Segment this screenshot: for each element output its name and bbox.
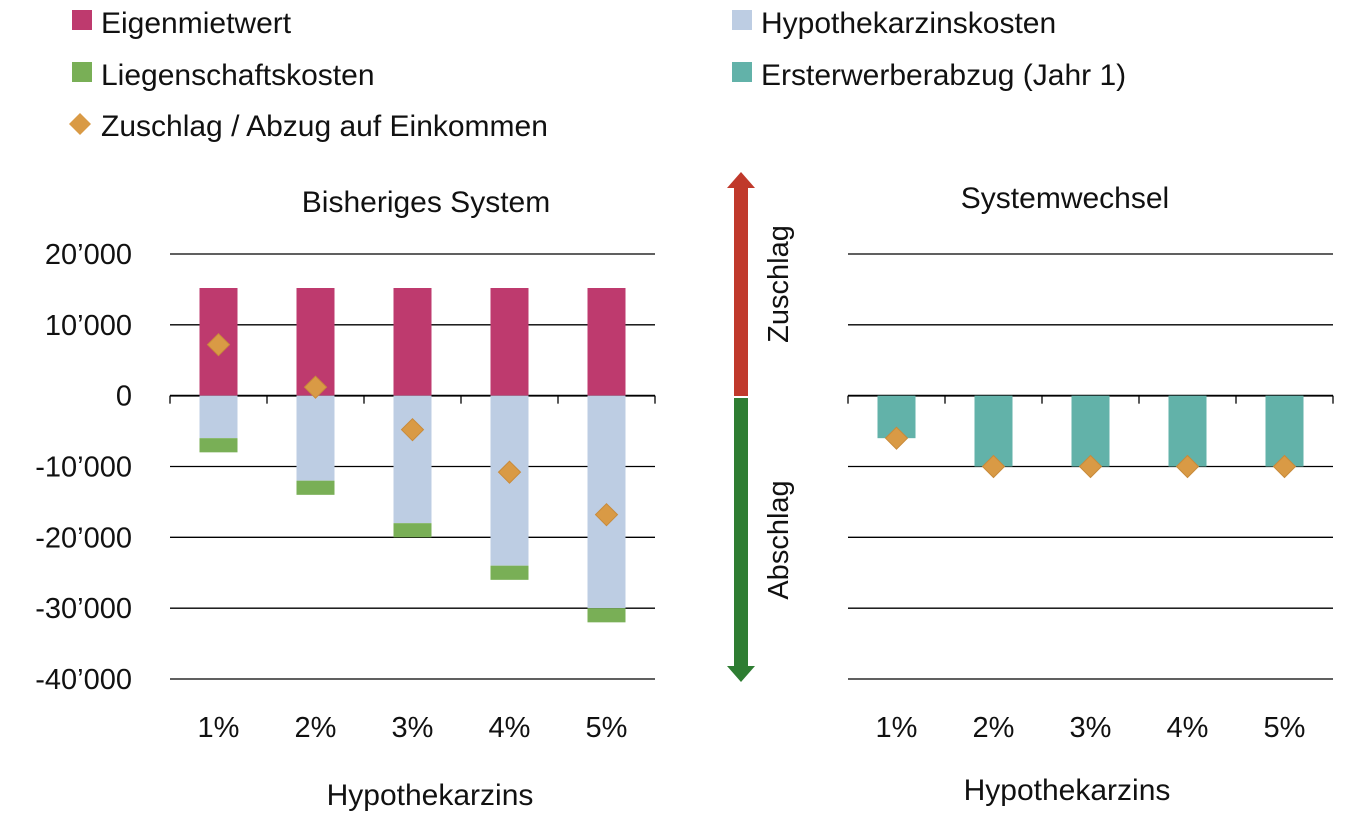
- x-tick-label: 4%: [489, 712, 531, 744]
- legend-label-eigenmietwert: Eigenmietwert: [101, 7, 292, 40]
- x-tick-label: 1%: [876, 712, 918, 744]
- bar-eigenmietwert-4: [490, 288, 529, 396]
- bar-liegenschaftskosten-4: [490, 565, 529, 580]
- x-axis-right: 1% 2% 3% 4% 5%: [876, 712, 1306, 744]
- y-tick-label: 20’000: [45, 239, 132, 271]
- chart-title-bisheriges-system: Bisheriges System: [302, 186, 550, 219]
- legend-marker-zuschlag-abzug: [69, 113, 91, 135]
- x-tick-label: 3%: [392, 712, 434, 744]
- arrow-label-zuschlag: Zuschlag: [763, 225, 795, 343]
- direction-arrow: Zuschlag Abschlag: [727, 172, 795, 682]
- bar-ersterwerberabzug-4: [1168, 395, 1207, 467]
- marker-zuschlag-abzug-2: [981, 454, 1006, 479]
- y-tick-label: -40’000: [35, 664, 132, 696]
- bar-ersterwerberabzug-5: [1265, 395, 1304, 467]
- arrow-label-abschlag: Abschlag: [763, 480, 795, 599]
- y-tick-label: -10’000: [35, 452, 132, 484]
- arrow-down-head: [727, 666, 755, 682]
- x-tick-label: 2%: [973, 712, 1015, 744]
- bar-liegenschaftskosten-3: [393, 523, 432, 538]
- marker-zuschlag-abzug-5: [1272, 454, 1297, 479]
- chart-title-systemwechsel: Systemwechsel: [961, 182, 1169, 215]
- bar-liegenschaftskosten-2: [296, 480, 335, 495]
- y-axis-left: 20’000 10’000 0 -10’000 -20’000 -30’000 -40’00…: [35, 239, 132, 696]
- legend-label-liegenschaftskosten: Liegenschaftskosten: [101, 59, 375, 92]
- x-tick-label: 3%: [1070, 712, 1112, 744]
- bar-ersterwerberabzug-2: [974, 395, 1013, 467]
- marker-zuschlag-abzug-4: [497, 460, 522, 484]
- legend-swatch-hypothekarzinskosten: [732, 10, 752, 30]
- legend-swatch-eigenmietwert: [72, 10, 92, 30]
- bar-hypothekarzinskosten-5: [587, 395, 626, 609]
- bar-ersterwerberabzug-3: [1071, 395, 1110, 467]
- markers-right: [884, 426, 1297, 479]
- x-tick-label: 4%: [1167, 712, 1209, 744]
- marker-zuschlag-abzug-3: [400, 417, 425, 442]
- chart-bisheriges-system: Bisheriges System 20’000 10’000 0 -10’000 -2…: [35, 186, 656, 812]
- chart-systemwechsel: Systemwechsel 1% 2% 3% 4% 5% Hypothekarzins: [847, 182, 1334, 807]
- marker-zuschlag-abzug-2: [303, 375, 328, 399]
- y-tick-label: 0: [116, 381, 132, 413]
- legend: Eigenmietwert Hypothekarzinskosten Liege…: [69, 7, 1126, 143]
- legend-label-ersterwerberabzug: Ersterwerberabzug (Jahr 1): [761, 59, 1126, 92]
- arrow-up-head: [727, 172, 755, 188]
- legend-item-hypothekarzinskosten: Hypothekarzinskosten: [732, 7, 1056, 40]
- x-tick-label: 2%: [295, 712, 337, 744]
- marker-zuschlag-abzug-5: [594, 502, 619, 527]
- legend-swatch-liegenschaftskosten: [72, 62, 92, 82]
- legend-label-hypothekarzinskosten: Hypothekarzinskosten: [761, 7, 1056, 40]
- y-tick-label: -20’000: [35, 522, 132, 554]
- y-tick-label: -30’000: [35, 593, 132, 625]
- bar-eigenmietwert-3: [393, 288, 432, 396]
- legend-item-eigenmietwert: Eigenmietwert: [72, 7, 292, 40]
- legend-item-ersterwerberabzug: Ersterwerberabzug (Jahr 1): [732, 59, 1126, 92]
- legend-swatch-ersterwerberabzug: [732, 62, 752, 82]
- x-axis-left: 1% 2% 3% 4% 5%: [198, 712, 628, 744]
- bar-liegenschaftskosten-5: [587, 608, 626, 623]
- bar-liegenschaftskosten-1: [199, 438, 238, 453]
- x-axis-title-right: Hypothekarzins: [964, 774, 1171, 807]
- marker-zuschlag-abzug-1: [206, 332, 231, 357]
- x-tick-label: 5%: [1264, 712, 1306, 744]
- legend-item-zuschlag-abzug: Zuschlag / Abzug auf Einkommen: [69, 110, 548, 143]
- y-tick-label: 10’000: [45, 310, 132, 342]
- bar-eigenmietwert-5: [587, 288, 626, 396]
- bar-hypothekarzinskosten-3: [393, 395, 432, 524]
- markers-left: [206, 332, 619, 527]
- bars-right: [877, 395, 1304, 467]
- marker-zuschlag-abzug-4: [1175, 454, 1200, 479]
- x-tick-label: 1%: [198, 712, 240, 744]
- legend-label-zuschlag-abzug: Zuschlag / Abzug auf Einkommen: [101, 110, 548, 143]
- marker-zuschlag-abzug-1: [884, 426, 909, 450]
- legend-item-liegenschaftskosten: Liegenschaftskosten: [72, 59, 375, 92]
- marker-zuschlag-abzug-3: [1078, 454, 1103, 479]
- bar-hypothekarzinskosten-1: [199, 395, 238, 439]
- bar-hypothekarzinskosten-2: [296, 395, 335, 481]
- bars-left: [199, 288, 626, 623]
- x-axis-title-left: Hypothekarzins: [327, 779, 534, 812]
- x-tick-label: 5%: [586, 712, 628, 744]
